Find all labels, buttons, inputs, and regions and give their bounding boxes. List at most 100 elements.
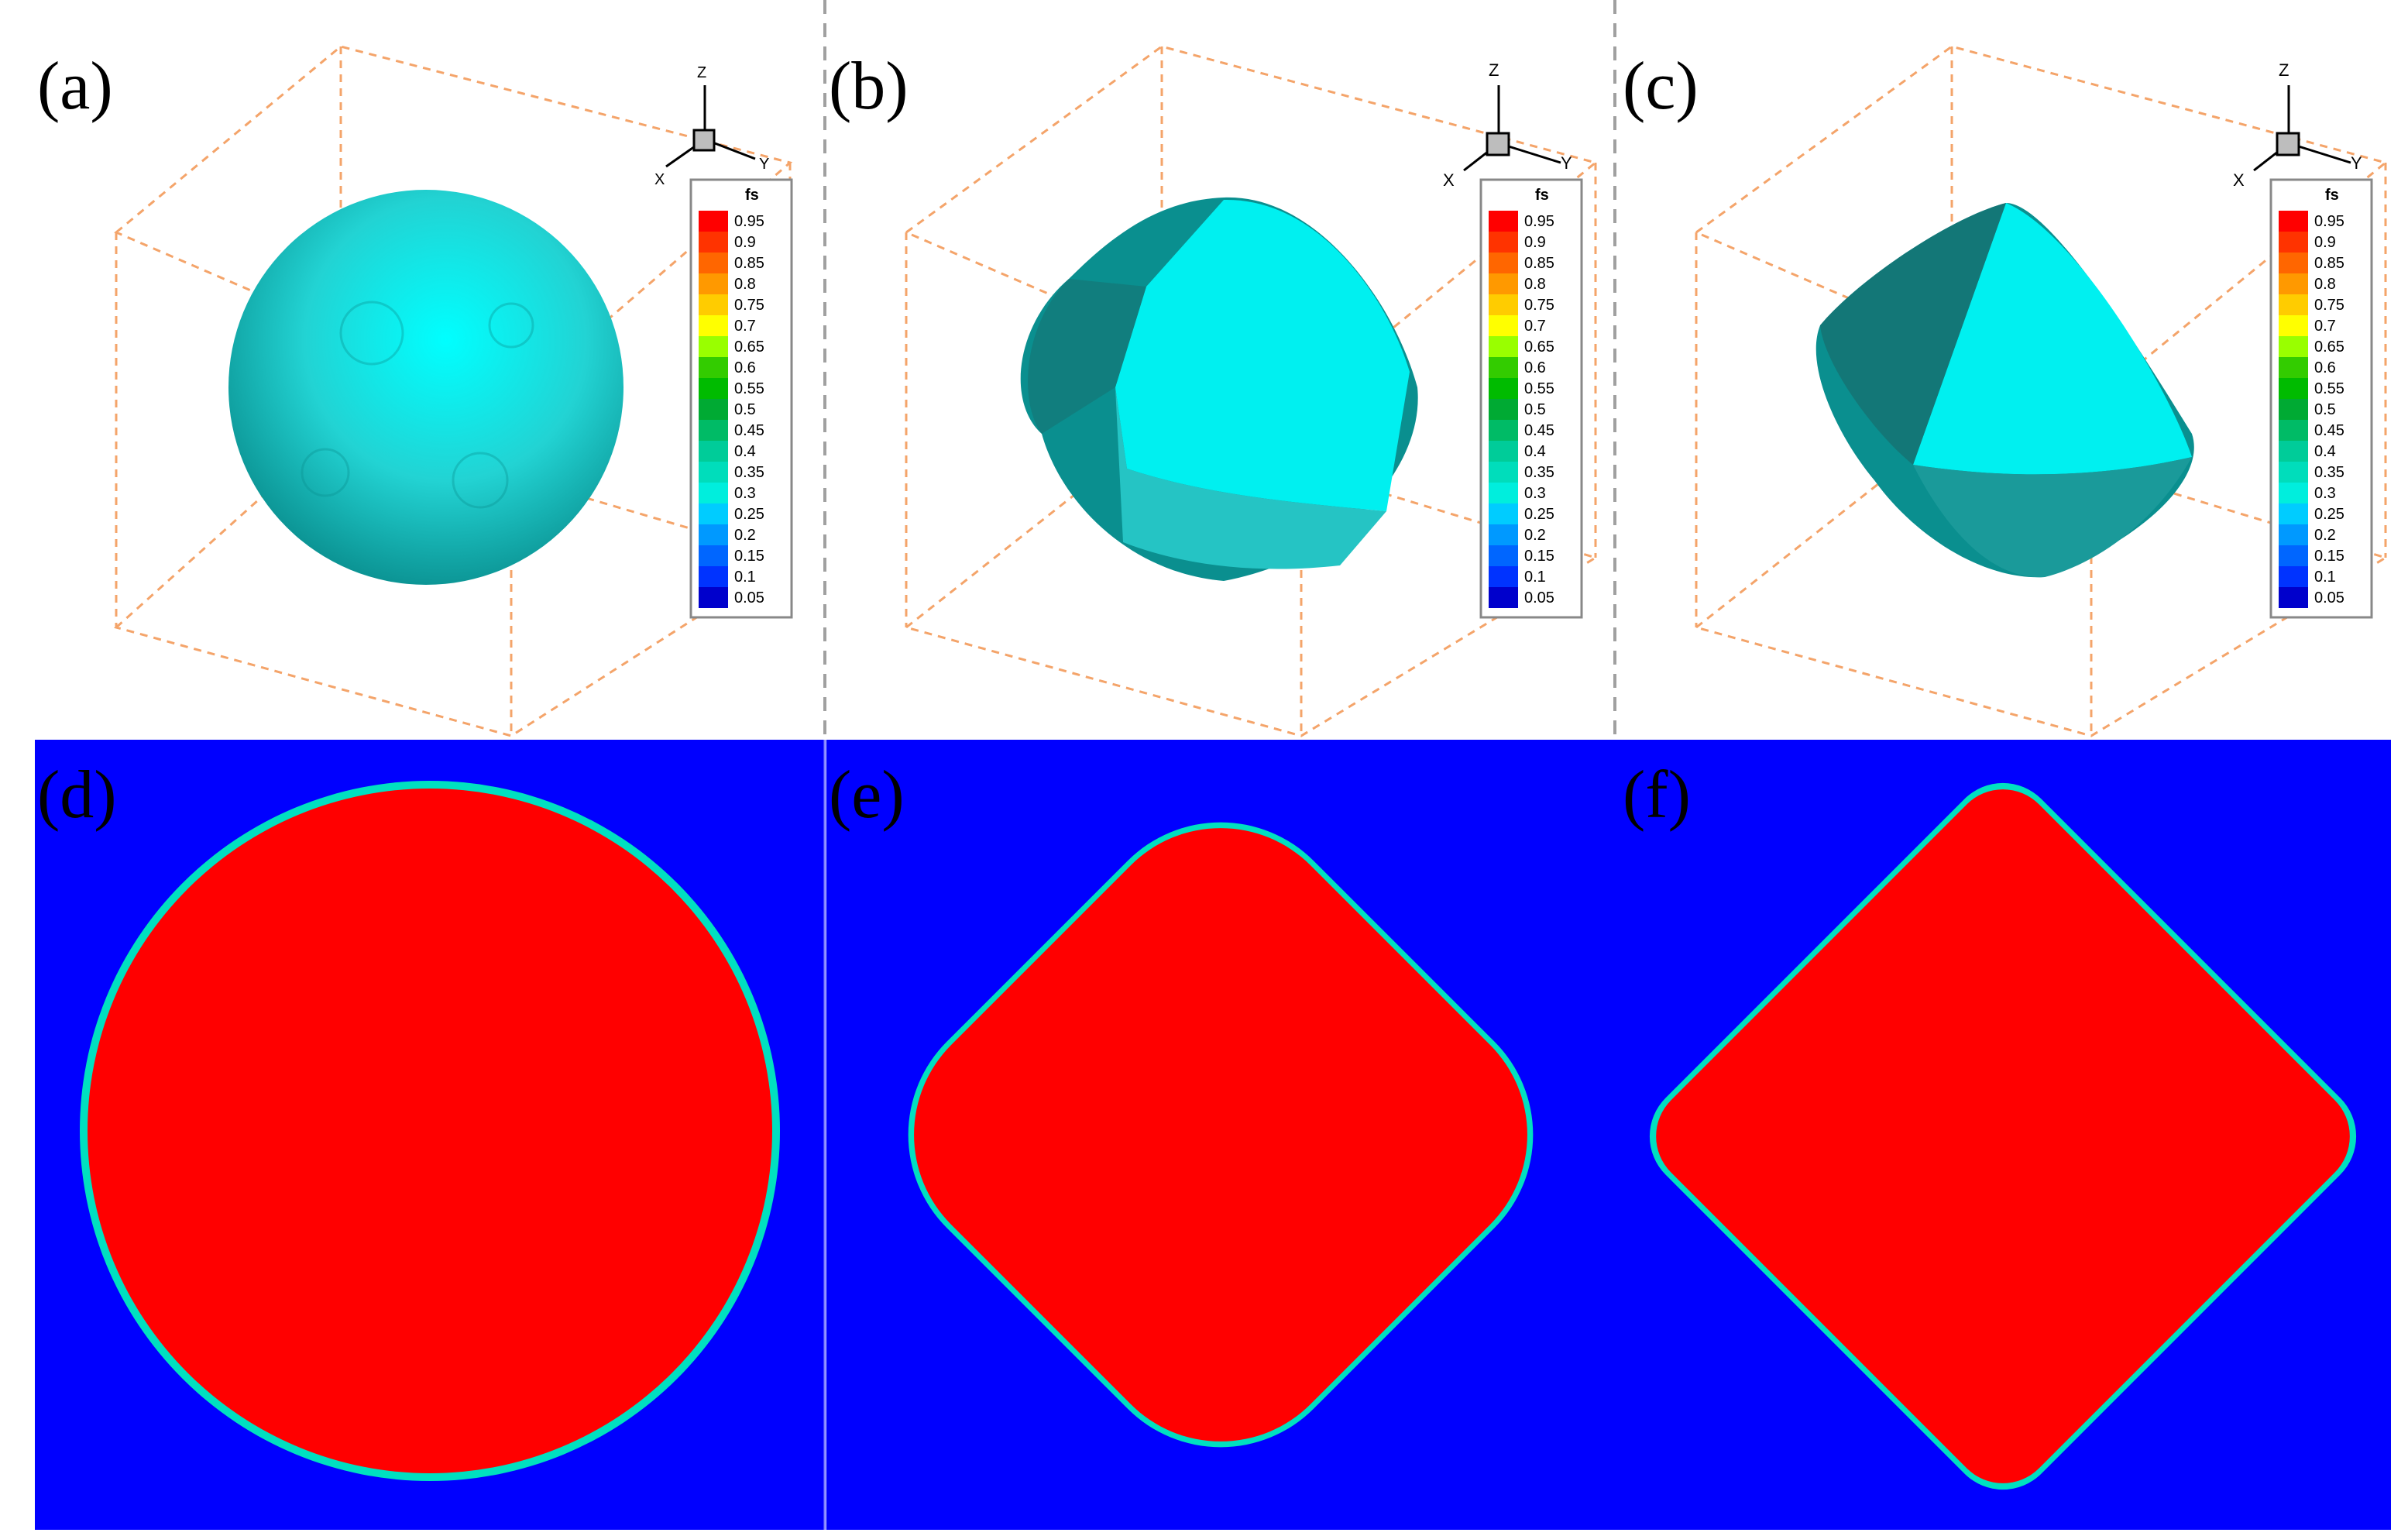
axis-x-label-c: X [2233,170,2245,190]
legend-swatch [2279,587,2308,608]
legend-swatch [2279,399,2308,420]
legend-swatch [699,441,728,462]
legend-swatch [2279,336,2308,357]
legend-title: fs [2325,187,2339,204]
legend-swatch [2279,232,2308,253]
axis-y-label-b: Y [1561,153,1572,173]
legend-swatch [2279,211,2308,232]
panel-d: (d) [35,740,825,1530]
legend-value: 0.7 [734,318,756,335]
legend-value: 0.95 [2314,213,2344,230]
legend-swatch [699,566,728,587]
legend-swatch [1489,566,1518,587]
panel-a: (a) Z X Y fs 0.95 0.9 0.85 0.8 0.75 0.7 0.65 0.6… [37,45,793,737]
legend-title: fs [1535,187,1549,204]
legend-value: 0.3 [2314,485,2336,502]
legend-swatch [699,232,728,253]
legend-value: 0.9 [1524,234,1546,251]
panel-label-b: (b) [829,49,909,124]
legend-value: 0.7 [1524,318,1546,335]
legend-value: 0.6 [734,359,756,376]
legend-swatch [1489,524,1518,545]
legend-value: 0.25 [2314,506,2344,523]
legend-swatch [1489,232,1518,253]
legend-value: 0.65 [2314,338,2344,356]
legend-swatch [2279,524,2308,545]
panel-label-f: (f) [1623,758,1691,833]
legend-swatch [2279,503,2308,524]
panel-label-d: (d) [37,758,117,833]
legend-value: 0.4 [734,443,756,460]
legend-swatch [1489,253,1518,273]
legend-swatch [699,294,728,315]
legend-value: 0.8 [2314,276,2336,293]
legend-swatch [2279,273,2308,294]
legend-swatch [2279,294,2308,315]
legend-value: 0.05 [2314,589,2344,606]
legend-value: 0.3 [734,485,756,502]
legend-value: 0.95 [734,213,764,230]
legend-swatch [2279,378,2308,399]
legend-value: 0.35 [734,464,764,481]
legend-swatch [2279,483,2308,503]
legend-swatch [699,462,728,483]
legend-value: 0.45 [1524,422,1554,439]
legend-value: 0.1 [734,569,756,586]
legend-value: 0.5 [734,401,756,418]
legend-value: 0.4 [1524,443,1546,460]
legend-value: 0.25 [1524,506,1554,523]
legend-value: 0.2 [2314,527,2336,544]
legend-swatch [2279,566,2308,587]
legend-swatch [1489,399,1518,420]
crystal-b [1020,197,1418,581]
legend-swatch [699,315,728,336]
legend-value: 0.5 [2314,401,2336,418]
solid-region-e [914,828,1527,1442]
panel-label-c: (c) [1623,49,1699,124]
legend-value: 0.5 [1524,401,1546,418]
panel-label-e: (e) [829,758,905,833]
panel-label-a: (a) [37,49,113,124]
legend-value: 0.05 [1524,589,1554,606]
legend-value: 0.15 [2314,548,2344,565]
legend-swatch [1489,378,1518,399]
axis-triad-a [665,85,756,168]
sphere-ripples [301,301,534,509]
legend-swatch [2279,462,2308,483]
solid-region-d [88,789,772,1473]
legend-value: 0.85 [1524,255,1554,272]
legend-value: 0.9 [2314,234,2336,251]
legend-c: fs 0.95 0.9 0.85 0.8 0.75 0.7 0.65 0.6 0.55 0.5 0.4… [2269,178,2373,619]
legend-value: 0.45 [734,422,764,439]
legend-swatch [699,211,728,232]
legend-title: fs [745,187,759,204]
legend-value: 0.85 [2314,255,2344,272]
legend-value: 0.15 [1524,548,1554,565]
axis-y-label-c: Y [2351,153,2362,173]
legend-value: 0.4 [2314,443,2336,460]
legend-value: 0.2 [734,527,756,544]
legend-value: 0.85 [734,255,764,272]
legend-swatch [1489,294,1518,315]
legend-value: 0.1 [2314,569,2336,586]
legend-swatch [699,273,728,294]
legend-swatch [699,587,728,608]
legend-swatch [699,503,728,524]
legend-value: 0.9 [734,234,756,251]
legend-value: 0.8 [734,276,756,293]
legend-swatch [699,399,728,420]
legend-value: 0.3 [1524,485,1546,502]
panel-b: (b) Z X Y fs 0.95 0.9 0.85 0.8 0.75 0.7 0.65 0.6… [829,45,1599,737]
legend-swatch [1489,441,1518,462]
legend-value: 0.75 [734,297,764,314]
legend-swatch [1489,357,1518,378]
legend-swatch [1489,462,1518,483]
solid-region-f [1656,789,2350,1483]
legend-swatch [699,378,728,399]
axis-z-label-b: Z [1489,60,1499,80]
legend-value: 0.35 [2314,464,2344,481]
sphere-a [228,190,623,585]
legend-swatch [2279,545,2308,566]
legend-swatch [1489,420,1518,441]
